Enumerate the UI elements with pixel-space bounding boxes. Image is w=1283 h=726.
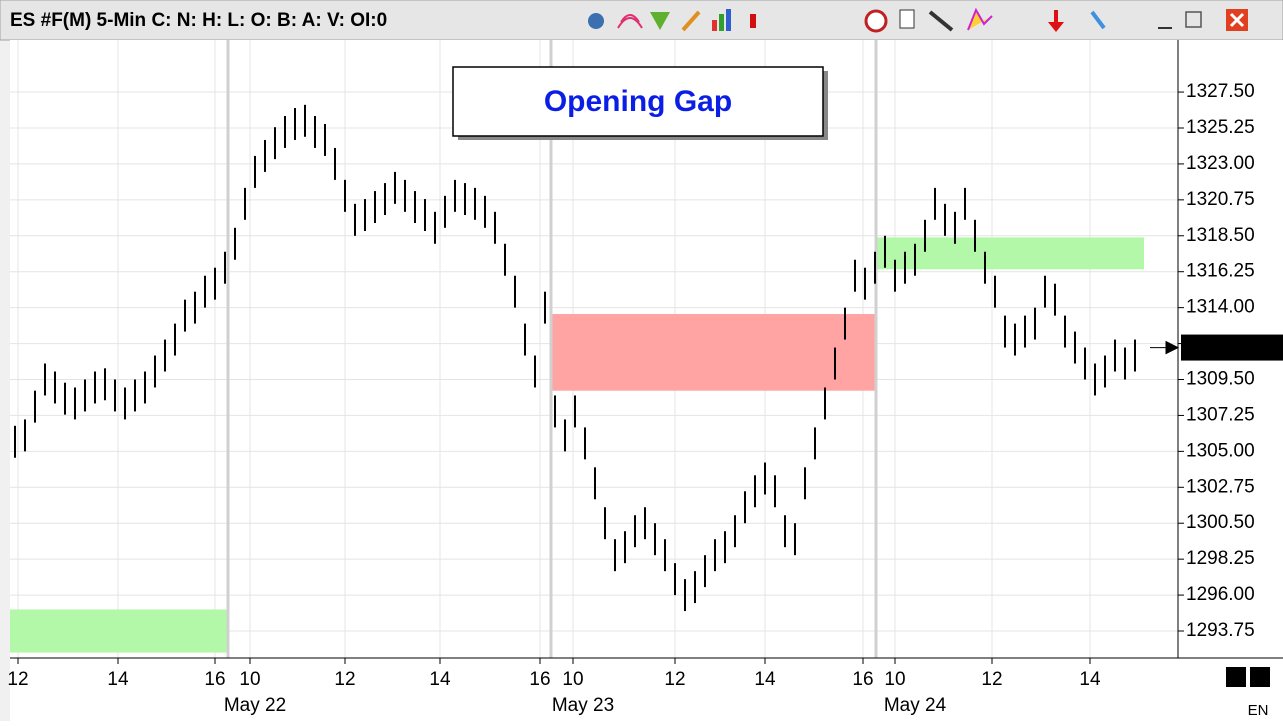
gap-zone <box>10 609 228 653</box>
x-tick-label: 12 <box>981 669 1002 690</box>
toolbar <box>588 7 1248 33</box>
status-block <box>1226 667 1246 687</box>
x-tick-label: 14 <box>1079 669 1101 690</box>
x-tick-label: 14 <box>107 669 129 690</box>
tool-icon[interactable] <box>928 10 954 32</box>
x-tick-label: 16 <box>529 669 550 690</box>
last-price-box <box>1181 334 1283 361</box>
date-label: May 24 <box>884 695 947 716</box>
annotation: Opening Gap <box>544 85 732 118</box>
x-tick-label: 14 <box>754 669 776 690</box>
x-tick-label: 12 <box>664 669 685 690</box>
y-tick-label: 1302.75 <box>1186 476 1255 497</box>
last-price-label: 1311.50 <box>1186 337 1253 358</box>
tool-icon[interactable] <box>750 14 756 28</box>
status-text: EN <box>1248 702 1269 719</box>
tool-icon[interactable] <box>967 7 993 31</box>
y-tick-label: 1293.75 <box>1186 620 1255 641</box>
y-tick-label: 1314.00 <box>1186 297 1255 318</box>
y-tick-label: 1298.25 <box>1186 548 1255 569</box>
x-tick-label: 14 <box>429 669 451 690</box>
last-price-arrow <box>1150 340 1180 355</box>
close-icon <box>1229 12 1245 28</box>
y-tick-label: 1296.00 <box>1186 584 1255 605</box>
tool-icon[interactable] <box>864 9 888 33</box>
tool-icon <box>719 14 724 31</box>
y-tick-label: 1327.50 <box>1186 81 1255 102</box>
tool-icon[interactable] <box>650 12 670 30</box>
date-label: May 22 <box>224 695 286 716</box>
tool-icon[interactable] <box>588 13 604 29</box>
maximize-button[interactable] <box>1185 11 1202 28</box>
y-tick-label: 1318.50 <box>1186 225 1255 246</box>
y-tick-label: 1320.75 <box>1186 189 1255 210</box>
tool-icon[interactable] <box>1090 10 1106 30</box>
annotation-box <box>452 66 824 137</box>
gap-zone <box>876 237 1144 270</box>
y-tick-label: 1307.25 <box>1186 404 1255 425</box>
y-tick-label: 1316.25 <box>1186 261 1255 282</box>
x-tick-label: 10 <box>239 669 260 690</box>
date-label: May 23 <box>552 695 614 716</box>
tool-icon[interactable] <box>681 10 701 32</box>
x-tick-label: 16 <box>204 669 225 690</box>
tool-icon[interactable] <box>617 14 643 29</box>
y-tick-label: 1305.00 <box>1186 440 1255 461</box>
y-tick-label: 1300.50 <box>1186 512 1255 533</box>
x-tick-label: 16 <box>852 669 873 690</box>
status-block <box>1250 667 1270 687</box>
y-tick-label: 1325.25 <box>1186 117 1255 138</box>
tool-icon[interactable] <box>899 9 915 29</box>
y-tick-label: 1309.50 <box>1186 369 1255 390</box>
x-tick-label: 12 <box>334 669 355 690</box>
x-tick-label: 10 <box>562 669 583 690</box>
x-tick-label: 10 <box>884 669 905 690</box>
tool-icon <box>726 9 731 31</box>
gap-zone <box>551 314 876 391</box>
x-tick-label: 12 <box>7 669 28 690</box>
tool-icon[interactable] <box>1048 10 1064 32</box>
title-bar <box>0 0 1283 41</box>
x-axis-area <box>10 658 1283 721</box>
y-tick-label: 1323.00 <box>1186 153 1255 174</box>
tool-icon[interactable] <box>712 20 717 31</box>
chart-title: ES #F(M) 5-Min C: N: H: L: O: B: A: V: O… <box>10 10 387 31</box>
